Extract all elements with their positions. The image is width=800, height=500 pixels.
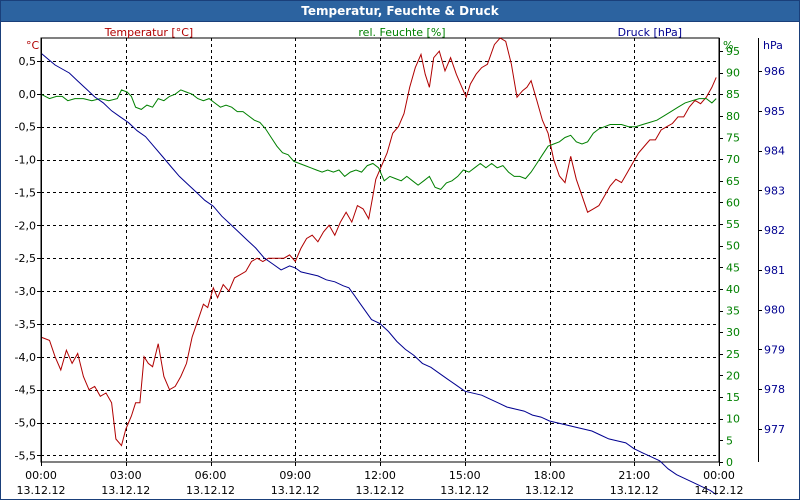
labels-layer: 0,5 0,0 -0,5 -1,0 -1,5 -2,0 -2,5 -3,0 -3,5 -4,0 -4… xyxy=(15,26,785,497)
x-tick-time: 00:00 xyxy=(703,469,735,482)
humidity-tick-label: 75 xyxy=(726,132,740,145)
pressure-tick-label: 983 xyxy=(764,184,785,197)
temperature-tick-label: -3,0 xyxy=(15,285,36,298)
humidity-tick-label: 15 xyxy=(726,391,740,404)
x-tick-date: 13.12.12 xyxy=(17,484,66,497)
temperature-tick-label: -2,0 xyxy=(15,219,36,232)
humidity-tick-label: 0 xyxy=(726,456,733,469)
temperature-tick-label: -1,5 xyxy=(15,186,36,199)
x-tick-date: 13.12.12 xyxy=(525,484,574,497)
temperature-unit: °C xyxy=(26,39,40,52)
x-tick-time: 06:00 xyxy=(195,469,227,482)
x-tick-date: 13.12.12 xyxy=(440,484,489,497)
humidity-tick-label: 70 xyxy=(726,153,740,166)
pressure-tick-label: 984 xyxy=(764,145,785,158)
x-tick-time: 15:00 xyxy=(449,469,481,482)
temperature-tick-label: -2,5 xyxy=(15,252,36,265)
temperature-tick-label: 0,5 xyxy=(19,55,37,68)
humidity-tick-label: 90 xyxy=(726,67,740,80)
pressure-tick-label: 977 xyxy=(764,423,785,436)
temperature-tick-label: -5,5 xyxy=(15,449,36,462)
humidity-tick-label: 65 xyxy=(726,175,740,188)
x-tick-time: 12:00 xyxy=(364,469,396,482)
humidity-tick-label: 25 xyxy=(726,348,740,361)
humidity-tick-label: 10 xyxy=(726,413,740,426)
pressure-tick-label: 981 xyxy=(764,264,785,277)
temperature-axis-label: Temperatur [°C] xyxy=(104,26,193,39)
humidity-tick-label: 80 xyxy=(726,110,740,123)
pressure-tick-label: 982 xyxy=(764,224,785,237)
series-line-temperature xyxy=(40,37,717,447)
axes-layer xyxy=(37,38,762,466)
x-tick-date: 13.12.12 xyxy=(356,484,405,497)
pressure-tick-label: 986 xyxy=(764,65,785,78)
temperature-tick-label: -4,5 xyxy=(15,384,36,397)
pressure-tick-label: 979 xyxy=(764,343,785,356)
x-tick-date: 13.12.12 xyxy=(271,484,320,497)
grid-layer xyxy=(40,37,720,463)
x-tick-time: 00:00 xyxy=(25,469,57,482)
pressure-axis-label: Druck [hPa] xyxy=(618,26,682,39)
x-tick-time: 03:00 xyxy=(110,469,142,482)
x-tick-date: 14.12.12 xyxy=(695,484,744,497)
humidity-tick-label: 30 xyxy=(726,326,740,339)
humidity-tick-label: 35 xyxy=(726,305,740,318)
temperature-tick-label: -0,5 xyxy=(15,121,36,134)
humidity-tick-label: 5 xyxy=(726,434,733,447)
humidity-tick-label: 50 xyxy=(726,240,740,253)
humidity-tick-label: 20 xyxy=(726,369,740,382)
humidity-axis-label: rel. Feuchte [%] xyxy=(358,26,445,39)
humidity-tick-label: 95 xyxy=(726,45,740,58)
series-line-humidity xyxy=(40,89,717,190)
pressure-tick-label: 978 xyxy=(764,383,785,396)
x-tick-time: 21:00 xyxy=(618,469,650,482)
temperature-tick-label: -4,0 xyxy=(15,351,36,364)
pressure-tick-label: 985 xyxy=(764,105,785,118)
pressure-unit: hPa xyxy=(763,39,783,52)
series-layer xyxy=(40,37,717,496)
humidity-tick-label: 85 xyxy=(726,88,740,101)
series-line-pressure xyxy=(40,52,717,496)
humidity-tick-label: 60 xyxy=(726,196,740,209)
temperature-tick-label: -5,0 xyxy=(15,417,36,430)
humidity-unit: % xyxy=(723,39,733,52)
x-tick-date: 13.12.12 xyxy=(186,484,235,497)
chart-title: Temperatur, Feuchte & Druck xyxy=(1,1,799,22)
temperature-tick-label: -1,0 xyxy=(15,154,36,167)
pressure-tick-label: 980 xyxy=(764,304,785,317)
humidity-tick-label: 55 xyxy=(726,218,740,231)
humidity-tick-label: 45 xyxy=(726,261,740,274)
x-tick-time: 09:00 xyxy=(279,469,311,482)
x-tick-time: 18:00 xyxy=(534,469,566,482)
humidity-tick-label: 40 xyxy=(726,283,740,296)
x-tick-date: 13.12.12 xyxy=(610,484,659,497)
x-tick-date: 13.12.12 xyxy=(101,484,150,497)
temperature-tick-label: 0,0 xyxy=(19,88,37,101)
temperature-tick-label: -3,5 xyxy=(15,318,36,331)
